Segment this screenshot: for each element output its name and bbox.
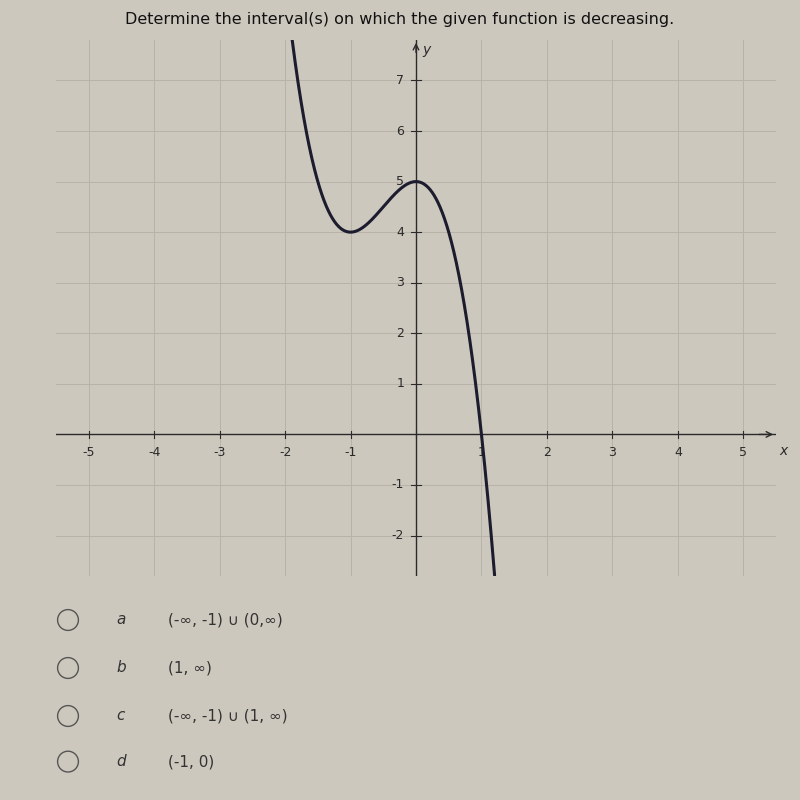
Text: x: x: [779, 443, 787, 458]
Text: 5: 5: [739, 446, 747, 458]
Text: (-∞, -1) ∪ (1, ∞): (-∞, -1) ∪ (1, ∞): [168, 709, 288, 723]
Text: -2: -2: [392, 529, 404, 542]
Text: (1, ∞): (1, ∞): [168, 661, 212, 675]
Text: y: y: [422, 43, 430, 57]
Text: a: a: [116, 613, 126, 627]
Text: 1: 1: [396, 378, 404, 390]
Text: Determine the interval(s) on which the given function is decreasing.: Determine the interval(s) on which the g…: [126, 12, 674, 27]
Text: -2: -2: [279, 446, 291, 458]
Text: 7: 7: [396, 74, 404, 87]
Text: 5: 5: [396, 175, 404, 188]
Text: -3: -3: [214, 446, 226, 458]
Text: 2: 2: [396, 326, 404, 340]
Text: -4: -4: [148, 446, 160, 458]
Text: (-1, 0): (-1, 0): [168, 754, 214, 769]
Text: 6: 6: [396, 125, 404, 138]
Text: 3: 3: [609, 446, 616, 458]
Text: 4: 4: [396, 226, 404, 238]
Text: 3: 3: [396, 276, 404, 290]
Text: c: c: [116, 709, 124, 723]
Text: 2: 2: [543, 446, 551, 458]
Text: d: d: [116, 754, 126, 769]
Text: -1: -1: [392, 478, 404, 491]
Text: 4: 4: [674, 446, 682, 458]
Text: (-∞, -1) ∪ (0,∞): (-∞, -1) ∪ (0,∞): [168, 613, 282, 627]
Text: 1: 1: [478, 446, 486, 458]
Text: -1: -1: [344, 446, 357, 458]
Text: b: b: [116, 661, 126, 675]
Text: -5: -5: [82, 446, 95, 458]
